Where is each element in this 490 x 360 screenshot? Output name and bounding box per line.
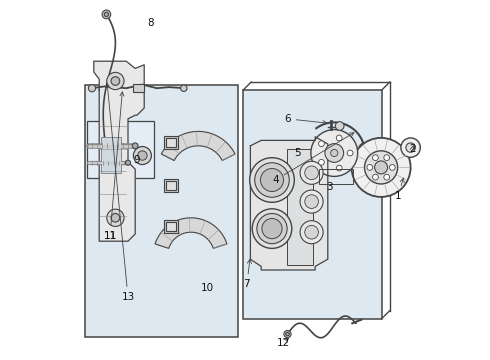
- Circle shape: [336, 165, 342, 171]
- Text: 5: 5: [294, 148, 300, 158]
- Bar: [133, 84, 144, 92]
- Circle shape: [347, 150, 353, 156]
- Polygon shape: [161, 131, 235, 161]
- Circle shape: [390, 165, 395, 170]
- Circle shape: [257, 213, 287, 244]
- Bar: [166, 138, 176, 147]
- Circle shape: [372, 155, 378, 161]
- Bar: [85, 85, 238, 337]
- Text: 10: 10: [200, 283, 214, 293]
- Circle shape: [262, 219, 282, 239]
- Circle shape: [336, 135, 342, 141]
- Circle shape: [88, 85, 96, 92]
- Circle shape: [384, 174, 390, 180]
- Circle shape: [125, 160, 130, 165]
- Polygon shape: [155, 218, 227, 248]
- Text: 7: 7: [244, 259, 251, 289]
- Bar: [164, 179, 178, 192]
- Circle shape: [261, 168, 284, 192]
- Text: 12: 12: [277, 338, 291, 348]
- Circle shape: [286, 332, 289, 336]
- Circle shape: [138, 151, 147, 160]
- Circle shape: [318, 141, 324, 147]
- Circle shape: [374, 161, 388, 174]
- Text: 1: 1: [394, 178, 404, 201]
- Circle shape: [372, 174, 378, 180]
- Circle shape: [367, 165, 373, 170]
- Text: 3: 3: [326, 182, 333, 192]
- Circle shape: [104, 12, 109, 17]
- Circle shape: [111, 77, 120, 85]
- Circle shape: [300, 190, 323, 213]
- Circle shape: [180, 85, 187, 91]
- Bar: [87, 121, 154, 178]
- Polygon shape: [250, 137, 328, 270]
- Text: 9: 9: [134, 155, 140, 165]
- Circle shape: [133, 147, 151, 165]
- Bar: [243, 90, 382, 319]
- Circle shape: [107, 209, 124, 226]
- Circle shape: [335, 122, 344, 130]
- Bar: [101, 137, 121, 173]
- Circle shape: [284, 330, 291, 338]
- Circle shape: [401, 138, 420, 157]
- Text: 6: 6: [284, 114, 327, 125]
- Circle shape: [365, 151, 398, 184]
- Bar: [166, 222, 176, 231]
- Circle shape: [102, 10, 111, 19]
- Circle shape: [351, 138, 411, 197]
- Circle shape: [406, 143, 416, 152]
- Circle shape: [311, 130, 358, 176]
- Circle shape: [252, 209, 292, 248]
- Bar: [319, 169, 353, 184]
- Circle shape: [305, 166, 318, 180]
- Circle shape: [132, 143, 138, 149]
- Text: 2: 2: [409, 144, 416, 154]
- Circle shape: [305, 225, 318, 239]
- Bar: [164, 136, 178, 149]
- Polygon shape: [94, 61, 144, 241]
- Circle shape: [318, 159, 324, 165]
- Circle shape: [300, 221, 323, 244]
- Bar: [164, 220, 178, 233]
- Circle shape: [384, 155, 390, 161]
- Bar: [166, 181, 176, 190]
- Text: 11: 11: [103, 231, 117, 241]
- Text: 8: 8: [147, 18, 154, 28]
- Circle shape: [255, 163, 289, 197]
- Circle shape: [331, 149, 338, 157]
- Circle shape: [300, 161, 323, 184]
- Bar: [288, 149, 313, 265]
- Circle shape: [250, 158, 294, 202]
- Text: 4: 4: [272, 133, 354, 185]
- Circle shape: [325, 144, 343, 162]
- Text: 13: 13: [105, 84, 135, 302]
- Circle shape: [107, 72, 124, 90]
- Circle shape: [305, 195, 318, 208]
- Circle shape: [111, 213, 120, 222]
- Text: 11: 11: [103, 92, 124, 241]
